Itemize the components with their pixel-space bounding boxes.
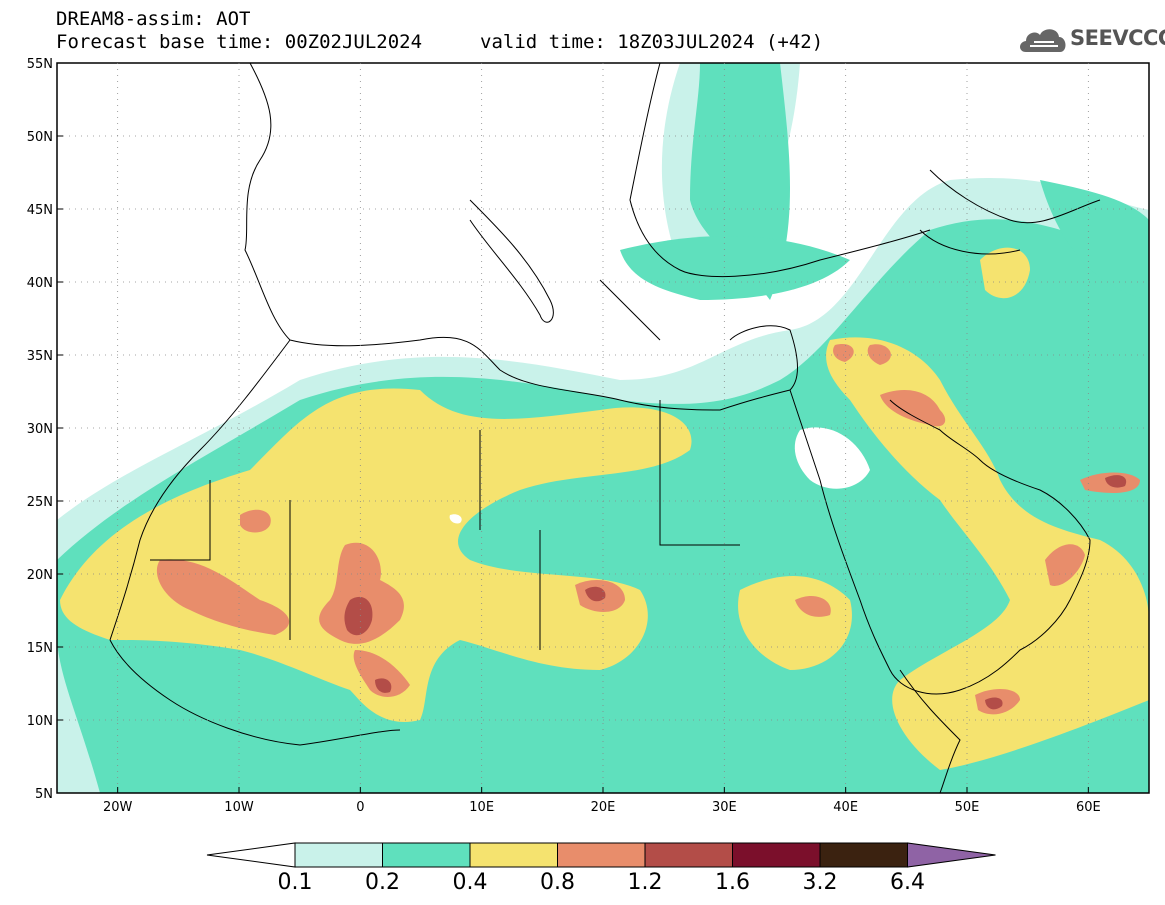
- lat-tick-label: 10N: [27, 714, 53, 729]
- colorbar-swatch: [644, 842, 733, 868]
- colorbar-swatch: [382, 842, 471, 868]
- colorbar-label: 3.2: [802, 870, 838, 895]
- lat-tick-label: 55N: [27, 57, 53, 72]
- colorbar-swatch: [469, 842, 558, 868]
- colorbar-swatch: [294, 842, 383, 868]
- colorbar-label: 1.6: [715, 870, 750, 895]
- lon-tick-label: 20W: [103, 800, 133, 815]
- coastlines: [109, 63, 1101, 793]
- lon-tick-label: 40E: [833, 800, 858, 815]
- title-line-1: DREAM8-assim: AOT: [56, 8, 251, 30]
- colorbar-label: 0.2: [365, 870, 400, 895]
- lat-tick-label: 45N: [27, 203, 53, 218]
- lon-tick-label: 0: [356, 800, 364, 815]
- colorbar: [206, 842, 996, 868]
- lat-tick-label: 40N: [27, 276, 53, 291]
- title-base-time: Forecast base time: 00Z02JUL2024: [56, 31, 423, 53]
- lon-tick-label: 60E: [1076, 800, 1101, 815]
- colorbar-label: 0.8: [540, 870, 575, 895]
- cloud-icon: [1020, 29, 1066, 52]
- logo-text: SEEVCCC: [1070, 26, 1165, 50]
- lon-tick-label: 10E: [469, 800, 494, 815]
- colorbar-label: 1.2: [627, 870, 663, 895]
- lat-tick-label: 25N: [27, 495, 53, 510]
- title-valid-time: valid time: 18Z03JUL2024 (+42): [480, 31, 824, 53]
- colorbar-swatch: [732, 842, 821, 868]
- colorbar-over-arrow: [907, 842, 996, 868]
- lon-tick-label: 10W: [224, 800, 254, 815]
- colorbar-label: 0.1: [277, 870, 313, 895]
- lat-tick-label: 30N: [27, 422, 53, 437]
- colorbar-label: 6.4: [890, 870, 925, 895]
- seevccc-logo: SEEVCCC: [1018, 22, 1165, 58]
- lat-tick-label: 50N: [27, 130, 53, 145]
- axis-ticks: 20W 10W 0 10E 20E 30E 40E 50E 60E 55N 50N 45N 40N 35N…: [27, 57, 1101, 815]
- lon-tick-label: 30E: [712, 800, 737, 815]
- lon-tick-label: 20E: [591, 800, 616, 815]
- colorbar-under-arrow: [206, 842, 296, 868]
- lon-tick-label: 50E: [955, 800, 980, 815]
- lat-tick-label: 15N: [27, 641, 53, 656]
- lat-tick-label: 20N: [27, 568, 53, 583]
- colorbar-label: 0.4: [452, 870, 488, 895]
- lat-tick-label: 5N: [35, 787, 53, 802]
- colorbar-swatch: [557, 842, 646, 868]
- colorbar-swatch: [819, 842, 908, 868]
- graticule: [57, 63, 1149, 793]
- lat-tick-label: 35N: [27, 349, 53, 364]
